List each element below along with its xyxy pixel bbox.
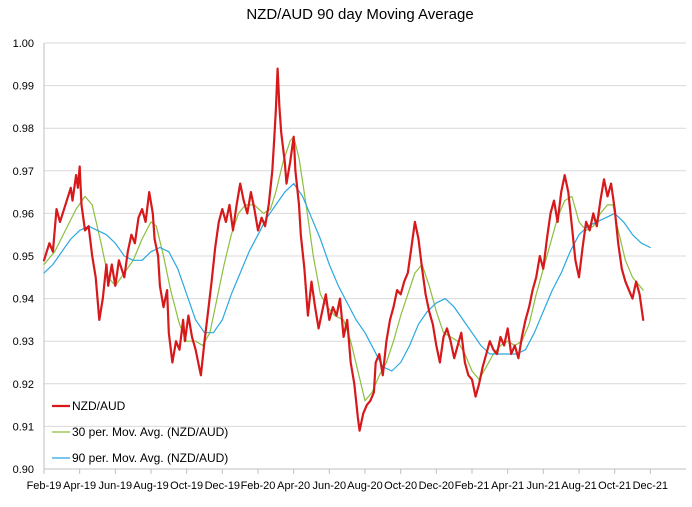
series-line-2 [43,183,651,372]
x-tick-label: Jun-21 [527,480,561,492]
y-tick-label: 0.98 [13,123,34,135]
x-tick-label: Feb-21 [455,480,490,492]
x-tick-label: Oct-20 [384,480,417,492]
x-tick-label: Feb-20 [241,480,276,492]
y-tick-label: 0.90 [13,464,34,476]
x-tick-label: Aug-20 [347,480,382,492]
x-tick-label: Oct-21 [598,480,631,492]
x-tick-label: Apr-21 [491,480,524,492]
y-tick-label: 0.94 [13,294,34,306]
chart-title: NZD/AUD 90 day Moving Average [246,6,473,23]
gridlines [44,42,686,470]
x-tick-label: Jun-20 [313,480,347,492]
y-tick-label: 0.91 [13,421,34,433]
x-tick-label: Oct-19 [170,480,203,492]
x-tick-label: Dec-20 [419,480,454,492]
axes: 0.90 0.91 0.92 0.93 0.94 0.95 0.96 0.97 0.98 0.99… [13,38,686,492]
y-tick-label: 0.97 [13,166,34,178]
y-tick-label: 0.96 [13,208,34,220]
x-tick-label: Aug-21 [561,480,596,492]
series-line-1 [43,136,644,402]
series-lines [42,67,651,432]
x-tick-label: Dec-21 [633,480,668,492]
legend: NZD/AUD 30 per. Mov. Avg. (NZD/AUD) 90 per… [52,399,228,465]
y-tick-label: 0.92 [13,379,34,391]
y-tick-label: 0.95 [13,251,34,263]
series-line-0 [42,67,645,432]
legend-label-2: 90 per. Mov. Avg. (NZD/AUD) [72,451,228,465]
legend-label-0: NZD/AUD [72,399,126,413]
legend-label-1: 30 per. Mov. Avg. (NZD/AUD) [72,425,228,439]
x-tick-label: Aug-19 [133,480,168,492]
x-tick-label: Apr-19 [63,480,96,492]
x-tick-label: Feb-19 [27,480,62,492]
x-tick-label: Apr-20 [277,480,310,492]
x-tick-label: Jun-19 [99,480,133,492]
y-tick-label: 0.99 [13,81,34,93]
y-tick-label: 1.00 [13,38,34,50]
y-tick-label: 0.93 [13,336,34,348]
x-tick-label: Dec-19 [205,480,240,492]
